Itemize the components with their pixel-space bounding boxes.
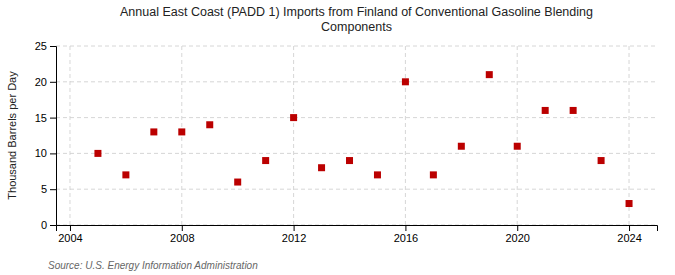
x-tick-mark xyxy=(517,225,518,231)
y-axis: 0 5 10 15 20 25 xyxy=(35,40,57,231)
x-tick: 2020 xyxy=(505,225,529,244)
x-grid-line xyxy=(293,46,294,225)
y-tick-label: 25 xyxy=(35,40,47,52)
y-axis-title: Thousand Barrels per Day xyxy=(6,71,18,200)
y-grid-line xyxy=(56,117,657,118)
chart-title-line: Components xyxy=(321,20,392,34)
x-tick: 2008 xyxy=(170,225,194,244)
x-tick: 2024 xyxy=(617,225,641,244)
x-tick-mark xyxy=(182,225,183,231)
y-tick: 10 xyxy=(35,147,56,159)
points xyxy=(94,71,632,207)
y-axis-line xyxy=(50,47,57,226)
x-tick-label: 2008 xyxy=(170,232,194,244)
y-tick-label: 5 xyxy=(41,183,47,195)
y-tick-mark xyxy=(50,118,56,119)
point xyxy=(346,157,353,164)
x-tick: 2004 xyxy=(58,225,82,244)
x-tick: 2012 xyxy=(282,225,306,244)
point xyxy=(318,164,325,171)
point xyxy=(514,143,521,150)
point xyxy=(94,150,101,157)
source-note: Source: U.S. Energy Information Administ… xyxy=(48,260,258,271)
x-tick-mark xyxy=(629,225,630,231)
point xyxy=(542,107,549,114)
point xyxy=(150,128,157,135)
point xyxy=(486,71,493,78)
chart-svg: 2004 2008 2012 2016 2020 2024 0 5 10 15 20 25 Annual… xyxy=(0,0,675,275)
x-tick-label: 2012 xyxy=(282,232,306,244)
point xyxy=(122,171,129,178)
point xyxy=(290,114,297,121)
y-grid-line xyxy=(56,46,657,47)
y-tick-label: 15 xyxy=(35,112,47,124)
chart-container: 2004 2008 2012 2016 2020 2024 0 5 10 15 20 25 Annual… xyxy=(0,0,675,275)
point xyxy=(402,78,409,85)
y-grid-line xyxy=(56,81,657,82)
y-tick-mark xyxy=(50,46,56,47)
y-grid-line xyxy=(56,189,657,190)
point xyxy=(178,128,185,135)
point xyxy=(262,157,269,164)
x-grid-line xyxy=(69,46,70,225)
x-axis: 2004 2008 2012 2016 2020 2024 xyxy=(57,225,658,244)
y-tick: 0 xyxy=(41,219,56,231)
grid xyxy=(56,46,657,225)
chart-title: Annual East Coast (PADD 1) Imports from … xyxy=(120,5,593,34)
point xyxy=(570,107,577,114)
x-tick: 2016 xyxy=(394,225,418,244)
y-tick-label: 20 xyxy=(35,76,47,88)
point xyxy=(458,143,465,150)
x-grid-line xyxy=(405,46,406,225)
y-tick-mark xyxy=(50,189,56,190)
x-tick-label: 2024 xyxy=(617,232,641,244)
y-tick-mark xyxy=(50,153,56,154)
y-tick: 25 xyxy=(35,40,56,52)
plot-area: 2004 2008 2012 2016 2020 2024 0 5 10 15 20 25 xyxy=(35,40,658,244)
point xyxy=(206,121,213,128)
y-tick-label: 0 xyxy=(41,219,47,231)
y-grid-line xyxy=(56,153,657,154)
x-tick-label: 2004 xyxy=(58,232,82,244)
x-grid-line xyxy=(517,46,518,225)
y-tick: 15 xyxy=(35,112,56,124)
point xyxy=(430,171,437,178)
y-tick-mark xyxy=(50,82,56,83)
point xyxy=(374,171,381,178)
x-tick-label: 2016 xyxy=(394,232,418,244)
point xyxy=(626,200,633,207)
y-tick: 20 xyxy=(35,76,56,88)
x-axis-line xyxy=(57,226,658,232)
chart-title-line: Annual East Coast (PADD 1) Imports from … xyxy=(120,5,593,19)
x-tick-mark xyxy=(405,225,406,231)
x-tick-mark xyxy=(70,225,71,231)
y-tick-mark xyxy=(50,225,56,226)
x-grid-line xyxy=(629,46,630,225)
y-tick: 5 xyxy=(41,183,56,195)
y-tick-label: 10 xyxy=(35,147,47,159)
x-grid-line xyxy=(181,46,182,225)
point xyxy=(234,179,241,186)
x-tick-mark xyxy=(294,225,295,231)
x-tick-label: 2020 xyxy=(505,232,529,244)
point xyxy=(598,157,605,164)
